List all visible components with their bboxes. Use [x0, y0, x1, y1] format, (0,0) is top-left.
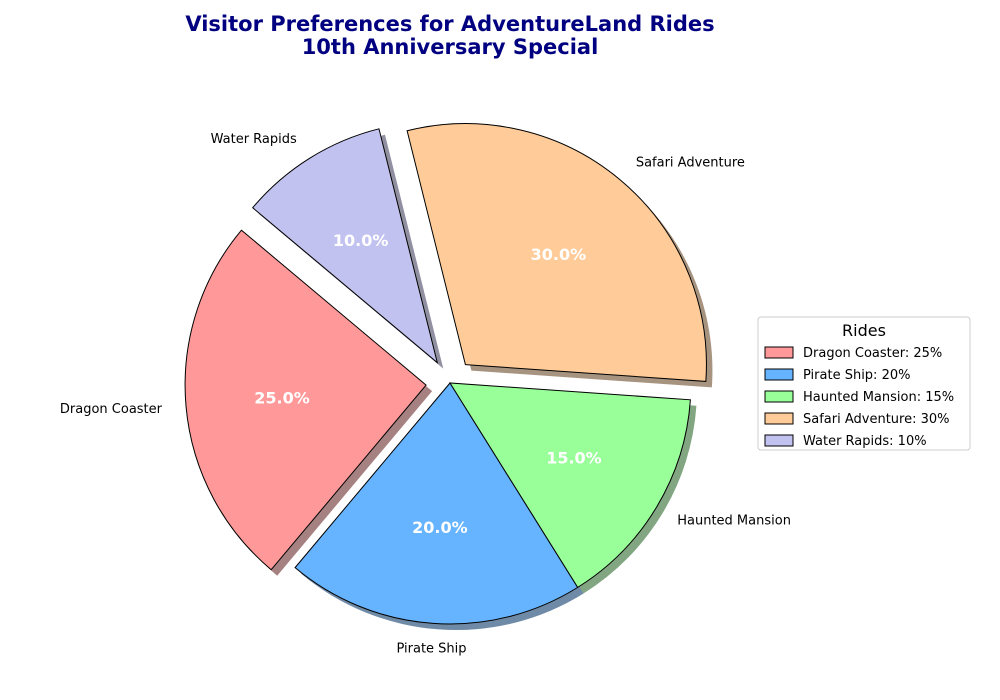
- percent-label-dragon-coaster: 25.0%: [254, 389, 310, 408]
- category-label-pirate-ship: Pirate Ship: [396, 641, 466, 656]
- category-label-water-rapids: Water Rapids: [211, 132, 297, 147]
- legend: Rides Dragon Coaster: 25% Pirate Ship: 20…: [757, 316, 971, 451]
- legend-swatch-water-rapids: [764, 434, 794, 447]
- legend-swatch-pirate-ship: [764, 368, 794, 381]
- legend-label-safari-adventure: Safari Adventure: 30%: [803, 412, 950, 427]
- slice-safari-adventure: [406, 123, 707, 382]
- percent-label-pirate-ship: 20.0%: [412, 518, 468, 537]
- slice-water-rapids: [251, 128, 439, 365]
- percent-label-haunted-mansion: 15.0%: [546, 448, 602, 467]
- legend-items: Dragon Coaster: 25% Pirate Ship: 20% Haunt…: [764, 346, 954, 449]
- legend-label-pirate-ship: Pirate Ship: 20%: [803, 368, 910, 383]
- percent-labels: 25.0% 20.0% 15.0% 30.0% 10.0%: [254, 231, 601, 537]
- legend-label-haunted-mansion: Haunted Mansion: 15%: [803, 390, 954, 405]
- legend-title: Rides: [842, 321, 886, 340]
- percent-label-safari-adventure: 30.0%: [531, 245, 587, 264]
- legend-swatch-safari-adventure: [764, 412, 794, 425]
- legend-label-dragon-coaster: Dragon Coaster: 25%: [803, 346, 942, 361]
- legend-frame: [757, 316, 971, 451]
- slice-pirate-ship: [294, 382, 579, 625]
- category-label-safari-adventure: Safari Adventure: [636, 156, 745, 171]
- percent-label-water-rapids: 10.0%: [333, 231, 389, 250]
- pie-slices: [184, 123, 707, 625]
- legend-swatch-dragon-coaster: [764, 346, 794, 359]
- chart-subtitle: 10th Anniversary Special: [302, 35, 599, 59]
- category-labels: Dragon Coaster Pirate Ship Haunted Mansion…: [60, 132, 791, 657]
- chart-title: Visitor Preferences for AdventureLand Ri…: [185, 12, 714, 36]
- category-label-dragon-coaster: Dragon Coaster: [60, 402, 163, 417]
- category-label-haunted-mansion: Haunted Mansion: [677, 514, 791, 529]
- legend-label-water-rapids: Water Rapids: 10%: [803, 434, 927, 449]
- slice-haunted-mansion: [449, 382, 691, 589]
- slice-dragon-coaster: [184, 229, 427, 571]
- legend-swatch-haunted-mansion: [764, 390, 794, 403]
